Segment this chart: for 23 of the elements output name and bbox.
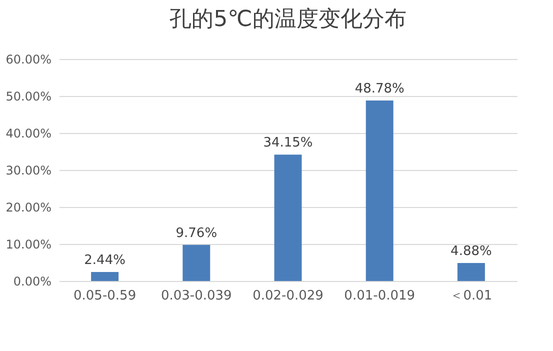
y-tick-label: 0.00% [13, 274, 52, 288]
bar [457, 262, 485, 281]
bar [91, 272, 119, 281]
data-label: 48.78% [354, 82, 404, 97]
y-tick-label: 40.00% [6, 126, 52, 140]
y-tick-label: 30.00% [6, 164, 52, 178]
bar [182, 244, 210, 281]
x-tick-label: 0.03-0.039 [160, 288, 232, 304]
y-tick-label: 20.00% [6, 200, 52, 214]
bar [274, 154, 302, 281]
x-tick-label: 0.01-0.019 [344, 288, 416, 304]
data-label: 9.76% [176, 226, 218, 241]
x-tick-label: 0.02-0.029 [252, 288, 324, 304]
data-label: 2.44% [84, 252, 126, 268]
y-tick-label: 10.00% [6, 238, 52, 252]
y-tick-label: 60.00% [6, 52, 52, 66]
chart-title: 孔的5℃的温度变化分布 [170, 7, 406, 32]
x-tick-label: ＜0.01 [450, 288, 492, 304]
y-tick-label: 50.00% [6, 90, 52, 104]
x-tick-label: 0.05-0.59 [74, 288, 136, 304]
data-label: 34.15% [263, 136, 313, 151]
data-label: 4.88% [450, 244, 492, 259]
bar [366, 100, 394, 281]
